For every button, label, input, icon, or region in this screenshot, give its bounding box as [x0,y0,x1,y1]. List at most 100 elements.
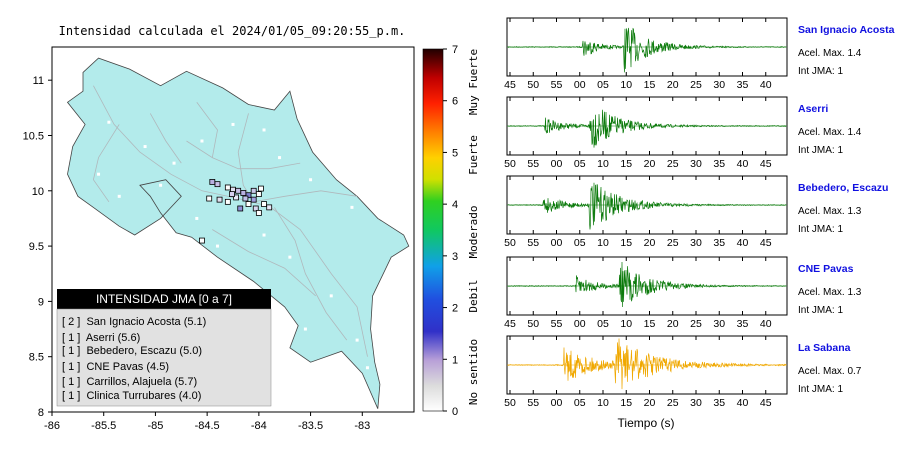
station-marker [245,201,252,207]
station-marker [240,190,247,196]
time-tick-label: 50 [504,397,516,409]
station-name: CNE Pavas [798,263,854,275]
station-markers [199,179,273,244]
colorbar-tick-label: 7 [452,44,458,56]
station-marker [209,179,216,185]
road [92,124,120,203]
road [196,102,218,158]
jma-intensity: Int JMA: 1 [798,66,843,77]
time-tick-label: 10 [597,237,609,249]
time-tick-label: 35 [737,79,749,91]
time-tick-label: 30 [713,79,725,91]
x-tick-label: -85.5 [91,420,116,432]
time-tick-label: 10 [620,79,632,91]
station-marker [250,187,257,194]
intensity-legend: INTENSIDAD JMA [0 a 7] [ 2 ] San Ignacio… [56,289,272,407]
legend-title-bar [57,289,271,309]
time-tick-label: 25 [667,158,679,170]
time-tick-label: 45 [504,318,516,330]
waveform-panel: 50 55 00 05 10 15 20 25 30 35 40 45 Aserri Acel. Max.… [504,96,862,170]
time-tick-label: 50 [504,158,516,170]
city-marker [159,183,163,187]
time-tick-label: 10 [597,158,609,170]
y-tick-label: 9 [38,296,44,308]
time-tick-label: 25 [690,79,702,91]
time-tick-label: 45 [760,397,772,409]
max-acceleration: Acel. Max. 1.4 [798,127,862,138]
jma-intensity: Int JMA: 1 [798,305,843,316]
max-acceleration: Acel. Max. 1.3 [798,287,862,298]
category-fuerte: Fuerte [467,135,480,175]
road [274,207,348,341]
station-marker [255,191,262,198]
time-tick-label: 25 [667,397,679,409]
station-marker [214,181,221,188]
time-tick-label: 00 [551,237,563,249]
time-tick-label: 35 [737,318,749,330]
intensity-map: -86 -85.5 -85 -84.5 -84 -83.5 -83 11 10.5 10 9.5 9… [23,46,415,432]
time-tick-label: 50 [527,318,539,330]
time-tick-label: 00 [574,318,586,330]
legend-item: [ 1 ] Carrillos, Alajuela (5.7) [62,376,197,388]
city-marker [288,255,292,259]
time-tick-label: 45 [504,79,516,91]
colorbar-gradient [422,48,444,412]
colorbar-tick-label: 4 [452,199,458,211]
time-tick-label: 20 [667,79,679,91]
category-no-sentido: No sentido [467,339,480,405]
waveform-panel: 50 55 00 05 10 15 20 25 30 35 40 45 La Sabana Acel. M… [504,335,862,409]
station-marker [255,210,262,216]
legend-item: [ 1 ] CNE Pavas (4.5) [62,361,169,373]
time-tick-label: 10 [597,397,609,409]
station-marker [224,184,231,191]
station-marker [250,196,257,203]
city-marker [365,366,369,370]
map-frame [51,46,415,413]
time-tick-label: 05 [574,397,586,409]
y-tick-label: 8 [38,407,44,419]
station-marker [216,196,223,203]
legend-item: [ 2 ] San Ignacio Acosta (5.1) [62,316,206,328]
city-marker [262,233,266,237]
jma-intensity: Int JMA: 1 [798,224,843,235]
max-acceleration: Acel. Max. 1.4 [798,48,862,59]
city-marker [262,128,266,132]
time-tick-label: 40 [760,79,772,91]
time-tick-label: 50 [504,237,516,249]
time-tick-label: 15 [644,79,656,91]
time-tick-label: 30 [690,397,702,409]
time-tick-label: 30 [713,318,725,330]
station-name: La Sabana [798,342,851,354]
map-y-axis: 11 10.5 10 9.5 9 8.5 8 [23,75,52,419]
city-marker [231,122,235,126]
colorbar-tick-label: 0 [452,406,458,418]
legend-item: [ 1 ] Aserri (5.6) [62,332,140,344]
x-tick-label: -84 [251,420,267,432]
time-tick-label: 05 [574,237,586,249]
time-tick-label: 05 [597,318,609,330]
time-tick-label: 35 [713,237,725,249]
waveform-panel: 45 50 55 00 05 10 15 20 25 30 35 40 San Ignacio Acos… [504,17,895,91]
y-tick-label: 10 [32,186,44,198]
time-tick-label: 55 [527,237,539,249]
country-outline [66,57,410,409]
city-marker [309,178,313,182]
station-marker [258,185,264,192]
colorbar-categories: No sentido Debil Moderado Fuerte Muy Fue… [467,49,480,405]
y-tick-label: 8.5 [29,352,44,364]
colorbar-tick-label: 1 [452,354,458,366]
x-tick-label: -83.5 [298,420,323,432]
legend-body [56,308,272,407]
station-marker [266,204,273,211]
time-tick-label: 20 [644,397,656,409]
x-tick-label: -84.5 [195,420,220,432]
waveform-trace [507,109,787,148]
legend-title: INTENSIDAD JMA [0 a 7] [96,292,232,306]
station-marker [229,191,235,198]
time-tick-label: 50 [527,79,539,91]
time-tick-label: 40 [737,397,749,409]
time-tick-label: 40 [737,158,749,170]
city-marker [355,338,359,342]
colorbar-tick-label: 3 [452,251,458,263]
